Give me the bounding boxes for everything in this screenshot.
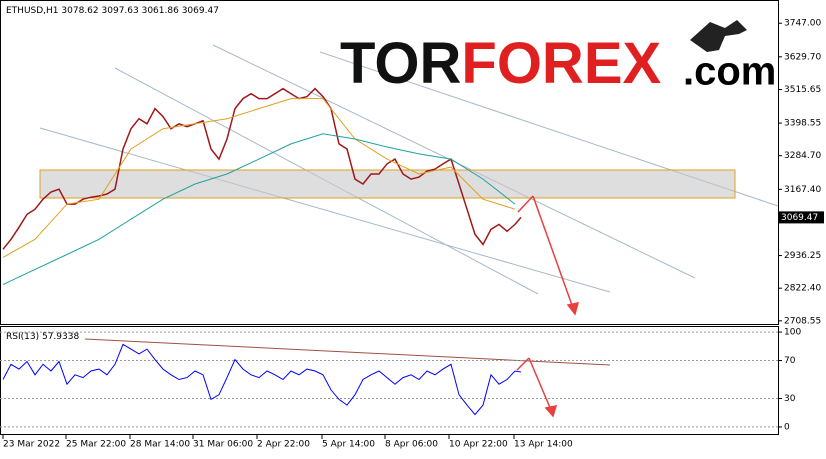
logo-suffix: .com	[683, 50, 776, 94]
x-tick-label: 23 Mar 2022	[3, 440, 60, 450]
logo-highlight: FOREX	[461, 31, 661, 96]
series-line	[2, 343, 522, 416]
y-tick-label: 3284.70	[784, 151, 821, 161]
y-tick-label: 3747.00	[784, 19, 821, 29]
resistance-zone	[39, 169, 736, 199]
series-line	[2, 98, 516, 258]
trend-line	[39, 127, 611, 293]
x-tick-label: 31 Mar 06:00	[193, 440, 253, 450]
current-price: 3069.47	[781, 213, 818, 223]
y-tick-label: 2708.55	[784, 316, 821, 326]
symbol: ETHUSD,H1	[6, 6, 59, 16]
rsi-header: RSI(13) 57.9338	[6, 332, 79, 342]
plots: 3747.00 3629.70 3515.65 3398.55 3284.70 3167.…	[0, 19, 824, 450]
y-tick-label: 100	[784, 328, 801, 338]
arrow	[517, 195, 534, 213]
arrow-head	[544, 405, 558, 418]
y-tick-label: 2936.25	[784, 251, 821, 261]
y-tick-label: 3515.65	[784, 85, 821, 95]
logo: TORFOREX	[340, 31, 662, 96]
y-tick-label: 3629.70	[784, 52, 821, 62]
forecast-arrows	[516, 195, 580, 418]
open: 3078.62	[61, 6, 98, 16]
current-price-box	[778, 211, 824, 224]
x-tick-label: 5 Apr 14:00	[322, 440, 375, 450]
price-header: ETHUSD,H1 3078.62 3097.63 3061.86 3069.4…	[6, 6, 219, 16]
rsi-panel	[0, 326, 779, 435]
logo-bull	[690, 20, 747, 52]
close: 3069.47	[182, 6, 219, 16]
series-line	[2, 87, 522, 250]
x-tick-label: 28 Mar 14:00	[130, 440, 190, 450]
high: 3097.63	[102, 6, 139, 16]
y-tick-label: 0	[784, 422, 790, 432]
arrow-head	[566, 302, 580, 316]
low: 3061.86	[142, 6, 179, 16]
indicator: RSI(13)	[6, 332, 39, 342]
price-panel	[0, 0, 779, 325]
arrow	[532, 195, 574, 309]
x-tick-label: 2 Apr 22:00	[257, 440, 310, 450]
x-tick-label: 10 Apr 22:00	[449, 440, 508, 450]
series-line	[2, 133, 516, 286]
y-tick-label: 30	[784, 394, 796, 404]
arrow	[516, 357, 530, 371]
y-tick-label: 3167.40	[784, 185, 821, 195]
logo-brand: TOR	[340, 31, 461, 96]
x-tick-label: 8 Apr 06:00	[385, 440, 438, 450]
rsi-trend-line	[84, 338, 611, 366]
x-tick-label: 13 Apr 14:00	[514, 440, 573, 450]
rsi-last: 57.9338	[42, 332, 79, 342]
y-tick-label: 70	[784, 356, 796, 366]
arrow	[528, 357, 552, 411]
x-tick-label: 25 Mar 22:00	[66, 440, 126, 450]
y-tick-label: 2822.40	[784, 284, 821, 294]
y-tick-label: 3398.55	[784, 119, 821, 129]
